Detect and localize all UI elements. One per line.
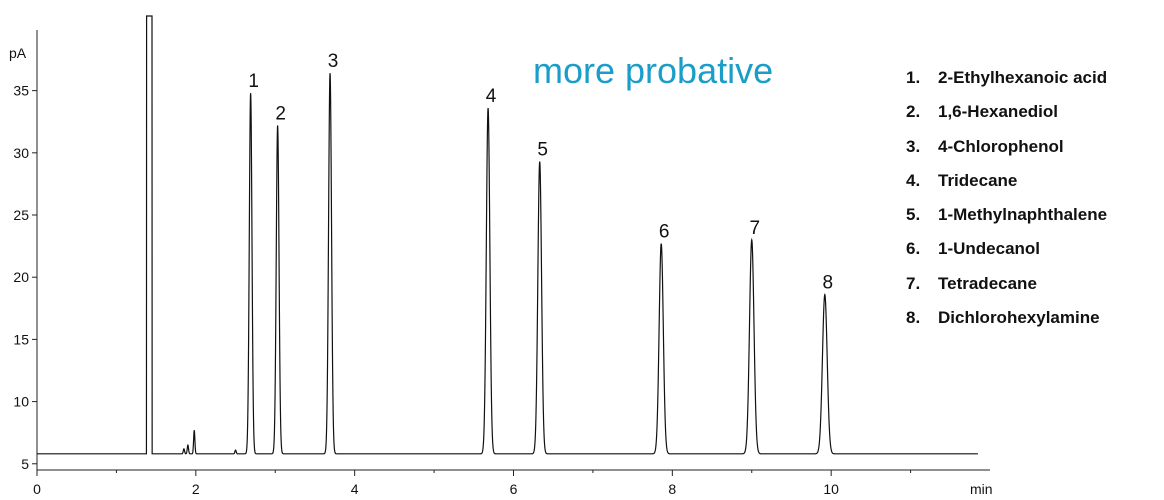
legend-item-name: Tridecane [938,170,1018,190]
legend-item-number: 3. [906,136,921,156]
x-tick-label: 4 [351,481,359,497]
x-axis-label: min [970,481,993,497]
peak-label-2: 2 [275,103,286,124]
legend-item-name: 1-Undecanol [938,239,1041,259]
y-tick-label: 10 [13,394,29,410]
peak-label-3: 3 [328,51,339,72]
more-probative-annotation: more probative [533,50,773,91]
x-tick-label: 8 [668,481,676,497]
legend-item-number: 8. [906,308,921,328]
legend-item-name: 1,6-Hexanediol [938,102,1058,122]
x-tick-label: 6 [510,481,518,497]
peak-labels: 12 3 4 5 6 7 8 [248,51,833,293]
peak-label-5: 5 [537,140,548,161]
legend-item-number: 4. [906,170,921,190]
y-tick-label: 5 [21,456,29,472]
legend-item: 2. 1,6-Hexanediol [906,100,1162,134]
legend-item: 3. 4-Chlorophenol [906,135,1162,169]
legend-item: 5. 1-Methylnaphthalene [906,203,1162,237]
y-tick-label: 15 [13,331,29,347]
legend-item-name: Tetradecane [938,273,1037,293]
peak-label-6: 6 [659,222,670,243]
legend-item-number: 7. [906,273,921,293]
y-tick-label: 20 [13,269,29,285]
compound-legend: 1. 2-Ethylhexanoic acid 2. 1,6-Hexanediol 3.… [906,66,1162,340]
y-tick-label: 25 [13,207,29,223]
legend-item-number: 6. [906,239,921,259]
chromatogram-trace [37,15,978,455]
y-axis-ticks: 5 10 15 20 25 30 35 [13,83,37,472]
peak-label-8: 8 [823,273,834,294]
legend-item-name: 4-Chlorophenol [938,136,1064,156]
y-axis-label: pA [9,45,27,61]
legend-item: 6. 1-Undecanol [906,237,1162,271]
x-axis-ticks: 0 2 4 6 8 10 [33,470,912,497]
legend-item: 8. Dichlorohexylamine [906,306,1162,340]
x-tick-label: 10 [823,481,839,497]
x-tick-label: 2 [192,481,200,497]
legend-item-number: 1. [906,68,921,87]
y-tick-label: 30 [13,145,29,161]
legend-item: 7. Tetradecane [906,272,1162,306]
legend-item-name: 2-Ethylhexanoic acid [938,68,1108,87]
legend-item-number: 2. [906,102,921,122]
peak-label-7: 7 [749,218,760,239]
legend-item-name: 1-Methylnaphthalene [938,205,1108,225]
peak-label-4: 4 [486,86,497,107]
legend-item: 1. 2-Ethylhexanoic acid [906,66,1162,100]
x-tick-label: 0 [33,481,41,497]
legend-item-number: 5. [906,205,921,225]
legend-item-name: Dichlorohexylamine [938,308,1100,328]
peak-label-1: 1 [248,71,259,92]
legend-item: 4. Tridecane [906,169,1162,203]
y-tick-label: 35 [13,83,29,99]
